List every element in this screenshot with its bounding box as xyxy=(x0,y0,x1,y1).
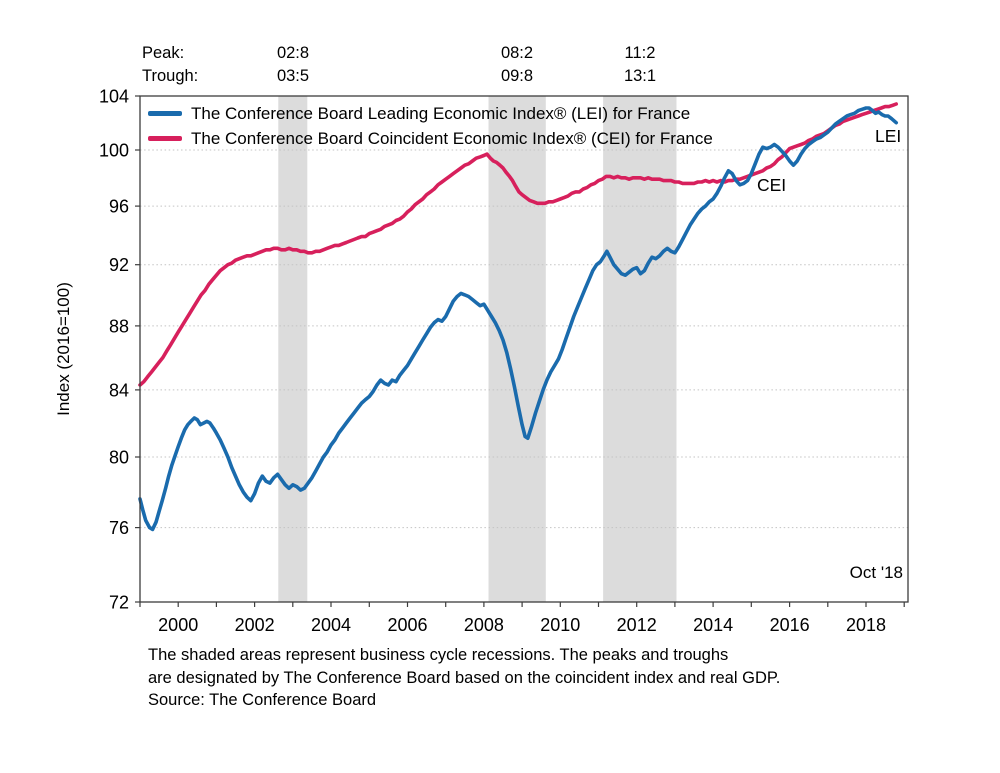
y-tick-label: 84 xyxy=(109,380,129,400)
recession-bands xyxy=(278,96,677,602)
peak-date-3: 11:2 xyxy=(624,44,656,62)
peak-row-label: Peak: xyxy=(142,44,185,62)
cei-line xyxy=(138,102,898,387)
footnote: The shaded areas represent business cycl… xyxy=(148,644,780,712)
x-tick-label: 2008 xyxy=(464,615,504,635)
x-tick-label: 2016 xyxy=(770,615,810,635)
recession-band xyxy=(278,96,308,602)
lei-line xyxy=(138,106,898,532)
trough-row-label: Trough: xyxy=(142,67,199,85)
x-tick-label: 2014 xyxy=(693,615,733,635)
peak-date-2: 08:2 xyxy=(500,44,534,62)
legend-item-cei: The Conference Board Coincident Economic… xyxy=(148,126,713,151)
x-tick-label: 2002 xyxy=(235,615,275,635)
y-axis: 72 76 80 84 88 92 96 100 104 xyxy=(99,87,140,613)
x-tick-label: 2010 xyxy=(540,615,580,635)
y-tick-label: 92 xyxy=(109,255,129,275)
recession-band xyxy=(603,96,677,602)
y-tick-label: 96 xyxy=(109,197,129,217)
footnote-line-2: are designated by The Conference Board b… xyxy=(148,668,781,687)
lei-line-swatch xyxy=(148,111,182,116)
y-tick-label: 104 xyxy=(99,87,129,107)
trough-date-3: 13:1 xyxy=(623,67,657,85)
x-tick-label: 2000 xyxy=(158,615,198,635)
lei-series-tag: LEI xyxy=(875,126,902,146)
trough-date-1: 03:5 xyxy=(276,67,310,85)
recession-band xyxy=(488,96,546,602)
y-tick-label: 80 xyxy=(109,448,129,468)
legend: The Conference Board Leading Economic In… xyxy=(148,101,713,151)
x-axis: 2000 2002 2004 2006 2008 2010 2012 2014 2016 2018 xyxy=(139,602,905,635)
footnote-line-3: Source: The Conference Board xyxy=(148,691,377,709)
cei-line-swatch xyxy=(148,136,182,141)
x-tick-label: 2006 xyxy=(387,615,427,635)
lei-legend-label: The Conference Board Leading Economic In… xyxy=(191,103,691,123)
plot-border xyxy=(139,95,909,603)
peak-date-1: 02:8 xyxy=(276,44,310,62)
cei-series-tag: CEI xyxy=(757,175,787,195)
y-tick-label: 72 xyxy=(109,593,129,613)
last-data-point-date: Oct '18 xyxy=(849,563,903,582)
y-tick-label: 88 xyxy=(109,316,129,336)
cei-legend-label: The Conference Board Coincident Economic… xyxy=(191,128,713,148)
y-axis-title: Index (2016=100) xyxy=(54,282,73,416)
trough-date-2: 09:8 xyxy=(500,67,534,85)
x-tick-label: 2018 xyxy=(846,615,886,635)
y-tick-label: 76 xyxy=(109,518,129,538)
x-tick-label: 2004 xyxy=(311,615,351,635)
x-tick-label: 2012 xyxy=(617,615,657,635)
legend-item-lei: The Conference Board Leading Economic In… xyxy=(148,101,713,126)
y-tick-label: 100 xyxy=(99,141,129,161)
footnote-line-1: The shaded areas represent business cycl… xyxy=(148,646,729,664)
